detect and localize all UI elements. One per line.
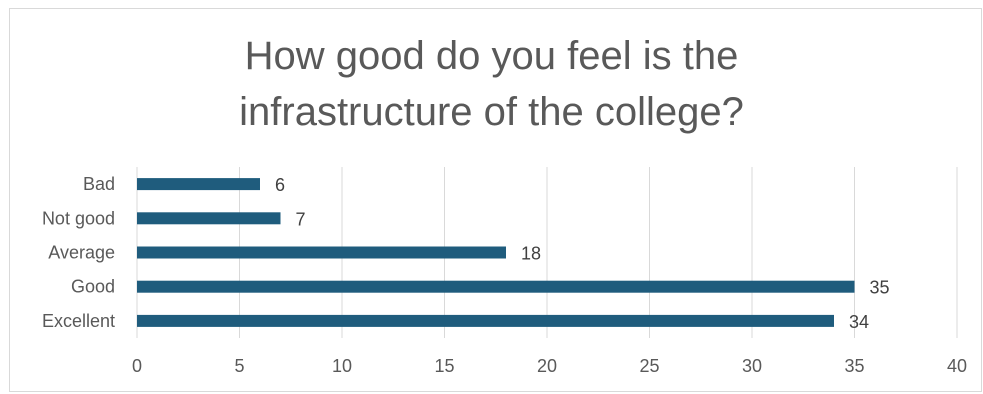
x-tick-label-5: 5 (234, 356, 244, 376)
x-tick-label-15: 15 (434, 356, 454, 376)
x-tick-label-20: 20 (537, 356, 557, 376)
bar-excellent (137, 314, 834, 327)
category-label-good: Good (71, 277, 115, 297)
bar-average (137, 246, 506, 259)
x-tick-label-0: 0 (132, 356, 142, 376)
chart-border (9, 8, 982, 392)
chart-title-line-2: infrastructure of the college? (239, 90, 744, 134)
x-tick-label-25: 25 (639, 356, 659, 376)
x-tick-label-10: 10 (332, 356, 352, 376)
data-label-excellent: 34 (849, 312, 869, 332)
bar-bad (137, 178, 260, 191)
bar-good (137, 280, 855, 293)
chart-title-line-1: How good do you feel is the (244, 34, 739, 78)
category-label-bad: Bad (83, 174, 115, 194)
bar-not-good (137, 212, 281, 225)
data-label-bad: 6 (275, 175, 285, 195)
x-tick-label-35: 35 (844, 356, 864, 376)
data-label-not-good: 7 (296, 209, 306, 229)
x-tick-label-30: 30 (742, 356, 762, 376)
chart-title: How good do you feel is the infrastructu… (0, 28, 983, 140)
data-label-average: 18 (521, 244, 541, 264)
category-label-average: Average (48, 243, 115, 263)
category-label-not-good: Not good (42, 208, 115, 228)
data-label-good: 35 (870, 278, 890, 298)
x-tick-label-40: 40 (947, 356, 967, 376)
category-label-excellent: Excellent (42, 311, 115, 331)
